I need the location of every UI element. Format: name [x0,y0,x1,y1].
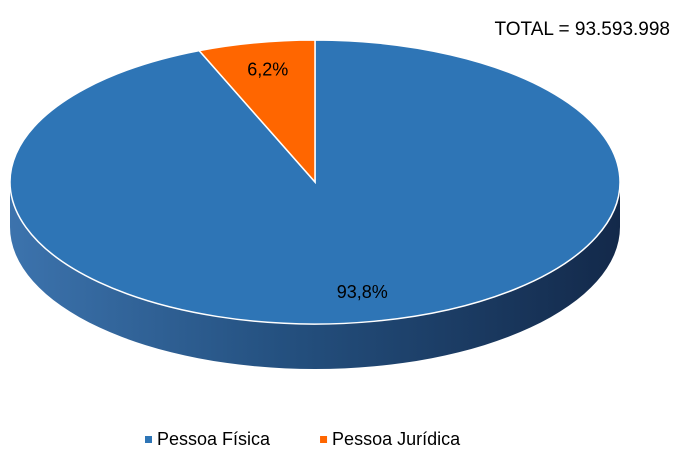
data-label: 93,8% [337,282,388,302]
legend-swatch [320,436,328,443]
legend-swatch [145,436,152,443]
pie-wall [10,182,620,369]
legend-label: Pessoa Física [157,429,271,449]
annotation: TOTAL = 93.593.998 [494,19,670,40]
pie-slice [197,39,316,184]
legend-label: Pessoa Jurídica [332,429,461,449]
data-label: 6,2% [247,59,288,79]
